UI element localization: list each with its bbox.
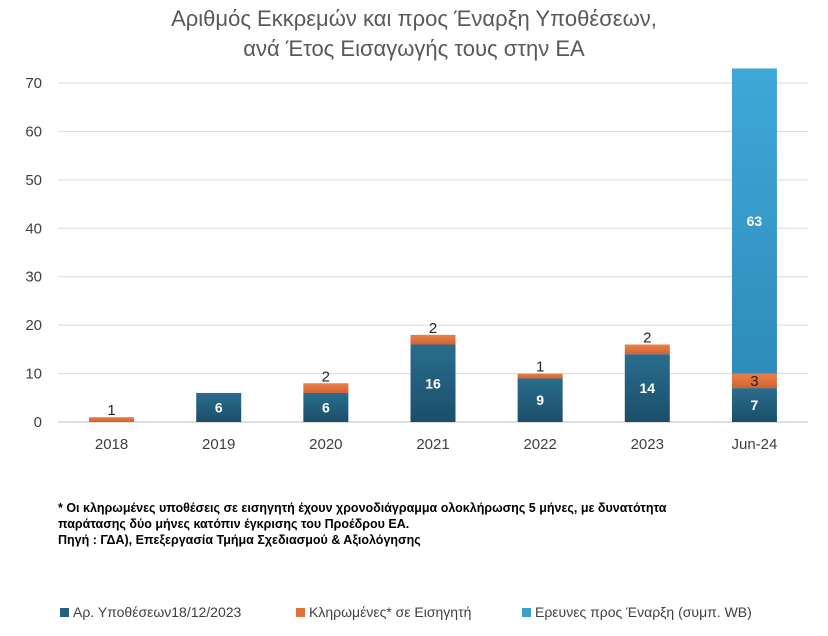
- y-tick-label-40: 40: [25, 220, 42, 237]
- data-label-2023-series-1: 2: [643, 330, 651, 347]
- data-label-2021-series-0: 16: [425, 375, 441, 391]
- legend-swatch-investigations: [522, 607, 531, 617]
- bar-Jun-24-series-2: [731, 68, 777, 374]
- gridlines: [58, 82, 808, 423]
- data-label-2022-series-0: 9: [536, 392, 544, 408]
- legend-label-cases: Αρ. Υποθέσεων18/12/2023: [73, 604, 242, 620]
- x-axis-tick-labels: 2018 2019 2020 2021 2022 2023 Jun-24: [95, 436, 777, 453]
- data-label-2018-series-1: 1: [107, 402, 115, 419]
- source-note: Πηγή : ΓΔΑ), Επεξεργασία Τμήμα Σχεδιασμο…: [58, 533, 421, 547]
- legend-item-cases: Αρ. Υποθέσεων18/12/2023: [60, 604, 241, 620]
- legend-item-assigned: Κληρωμένες* σε Εισηγητή: [296, 604, 471, 620]
- chart-legend: Αρ. Υποθέσεων18/12/2023 Κληρωμένες* σε Ε…: [60, 604, 820, 624]
- data-label-Jun-24-series-1: 3: [750, 373, 758, 390]
- data-label-2019-series-0: 6: [215, 399, 223, 415]
- bar-2023-series-0: [624, 354, 670, 422]
- x-tick-label-Jun-24: Jun-24: [731, 436, 777, 453]
- legend-swatch-assigned: [296, 607, 305, 617]
- bar-2022-series-1: [517, 373, 563, 379]
- x-tick-label-2020: 2020: [309, 436, 342, 453]
- bar-Jun-24-series-0: [731, 388, 777, 422]
- bar-2019-series-0: [196, 392, 242, 422]
- x-tick-label-2018: 2018: [95, 436, 128, 453]
- y-tick-label-60: 60: [25, 123, 42, 140]
- bar-2020-series-1: [303, 383, 349, 393]
- data-label-Jun-24-series-0: 7: [751, 397, 759, 413]
- bar-2022-series-0: [517, 378, 563, 422]
- footnote-line-1: * Οι κληρωμένες υποθέσεις σε εισηγητή έχ…: [58, 501, 667, 515]
- y-axis-tick-labels: 0 10 20 30 40 50 60 70: [25, 75, 42, 431]
- y-tick-label-30: 30: [25, 269, 42, 286]
- y-tick-label-50: 50: [25, 172, 42, 189]
- y-tick-label-0: 0: [34, 414, 42, 431]
- data-label-2022-series-1: 1: [536, 359, 544, 376]
- data-label-2020-series-0: 6: [322, 399, 330, 415]
- y-tick-label-20: 20: [25, 317, 42, 334]
- data-label-Jun-24-series-2: 63: [747, 213, 763, 229]
- x-tick-label-2023: 2023: [631, 436, 664, 453]
- footnotes: * Οι κληρωμένες υποθέσεις σε εισηγητή έχ…: [58, 500, 798, 548]
- bar-2021-series-0: [410, 344, 456, 422]
- data-label-2021-series-1: 2: [429, 320, 437, 337]
- x-tick-label-2021: 2021: [416, 436, 449, 453]
- legend-label-investigations: Ερευνες προς Έναρξη (συμπ. WB): [535, 604, 752, 620]
- x-tick-label-2019: 2019: [202, 436, 235, 453]
- bar-2023-series-1: [624, 344, 670, 355]
- legend-item-investigations: Ερευνες προς Έναρξη (συμπ. WB): [522, 604, 752, 620]
- chart-title: Αριθμός Εκκρεμών και προς Έναρξη Υποθέσε…: [0, 4, 828, 64]
- bar-2018-series-1: [89, 417, 135, 422]
- data-label-2020-series-1: 2: [322, 368, 330, 385]
- bar-Jun-24-series-1: [731, 373, 777, 389]
- y-tick-label-10: 10: [25, 366, 42, 383]
- bar-2020-series-0: [303, 392, 349, 422]
- chart-title-line-1: Αριθμός Εκκρεμών και προς Έναρξη Υποθέσε…: [171, 6, 657, 31]
- x-tick-label-2022: 2022: [523, 436, 556, 453]
- bars: [89, 68, 777, 422]
- legend-swatch-cases: [60, 607, 69, 617]
- y-tick-label-70: 70: [25, 75, 42, 92]
- footnote-line-2: παράτασης δύο μήνες κατόπιν έγκρισης του…: [58, 517, 410, 531]
- bar-2021-series-1: [410, 334, 456, 345]
- stacked-bar-chart: 0 10 20 30 40 50 60 70 2018 2019 2020 2021 2022 2023…: [25, 68, 808, 453]
- chart-title-line-2: ανά Έτος Εισαγωγής τους στην ΕΑ: [243, 36, 585, 61]
- legend-label-assigned: Κληρωμένες* σε Εισηγητή: [309, 604, 472, 620]
- data-label-2023-series-0: 14: [639, 380, 655, 396]
